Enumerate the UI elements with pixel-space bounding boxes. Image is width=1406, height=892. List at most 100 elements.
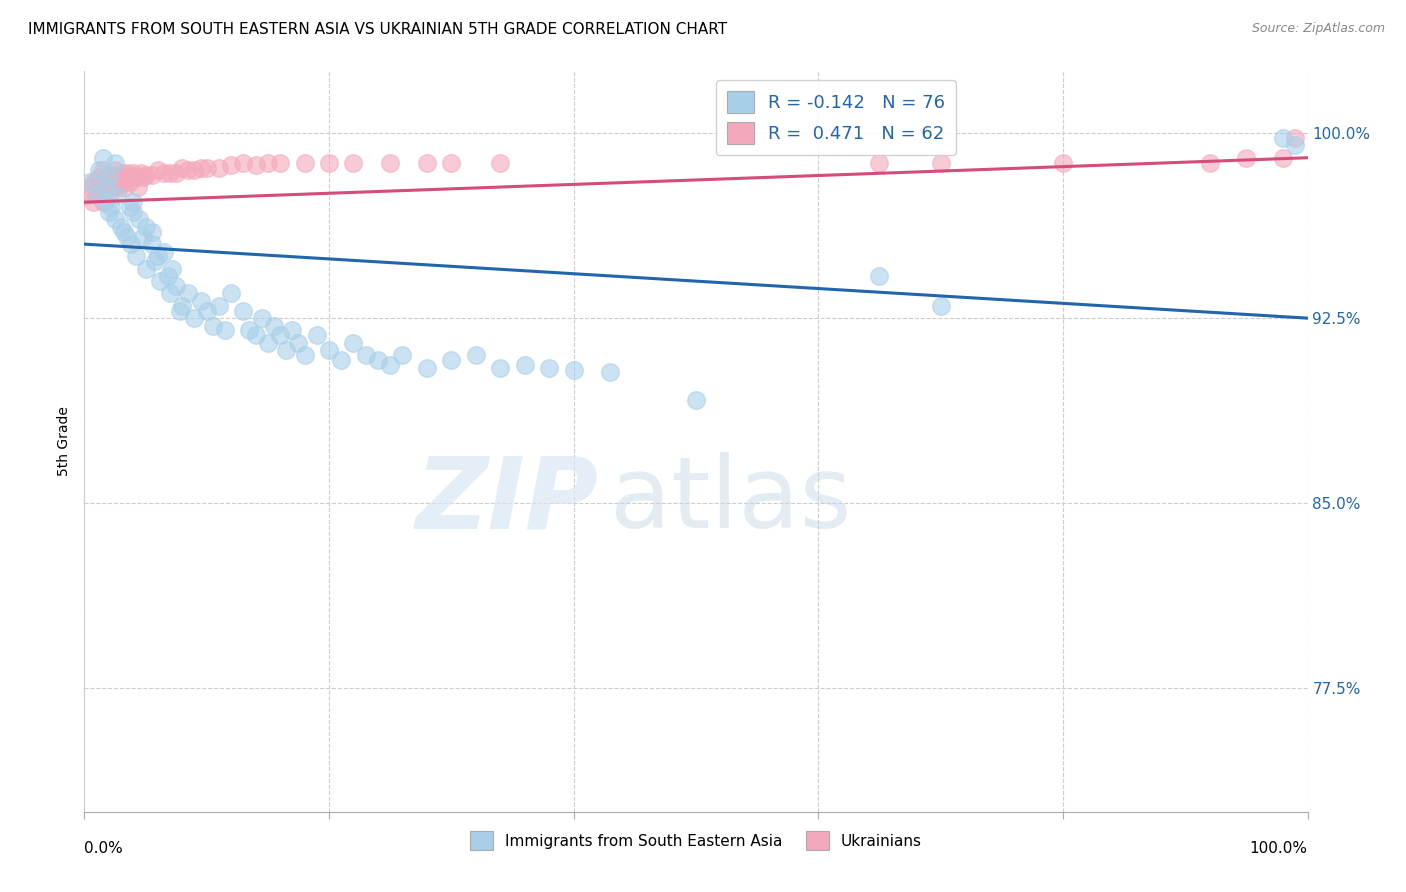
Point bbox=[219, 286, 242, 301]
Point bbox=[112, 170, 135, 185]
Point bbox=[122, 165, 145, 179]
Point bbox=[156, 269, 179, 284]
Point bbox=[232, 155, 254, 169]
Point bbox=[281, 323, 304, 337]
Point bbox=[114, 180, 136, 194]
Point bbox=[96, 180, 118, 194]
Point bbox=[287, 335, 309, 350]
Point bbox=[159, 286, 181, 301]
Point bbox=[219, 158, 242, 172]
Point bbox=[79, 175, 101, 189]
Text: atlas: atlas bbox=[610, 452, 852, 549]
Point bbox=[380, 155, 402, 169]
Point bbox=[149, 274, 172, 288]
Point bbox=[91, 163, 114, 178]
Point bbox=[250, 311, 273, 326]
Point bbox=[177, 163, 200, 178]
Point bbox=[440, 155, 463, 169]
Y-axis label: 5th Grade: 5th Grade bbox=[58, 407, 72, 476]
Point bbox=[86, 187, 108, 202]
Point bbox=[153, 244, 176, 259]
Point bbox=[86, 187, 108, 202]
Point bbox=[1236, 151, 1258, 165]
Point bbox=[276, 343, 298, 358]
Text: 0.0%: 0.0% bbox=[84, 841, 124, 856]
Point bbox=[190, 161, 212, 175]
Point bbox=[141, 237, 163, 252]
Point bbox=[91, 151, 114, 165]
Point bbox=[305, 328, 328, 343]
Point bbox=[1272, 131, 1295, 145]
Point bbox=[94, 195, 117, 210]
Point bbox=[162, 261, 184, 276]
Point bbox=[169, 303, 191, 318]
Point bbox=[201, 318, 224, 333]
Point bbox=[143, 254, 166, 268]
Point bbox=[538, 360, 561, 375]
Point bbox=[1284, 131, 1306, 145]
Point bbox=[1272, 151, 1295, 165]
Point bbox=[1198, 155, 1220, 169]
Point bbox=[89, 180, 111, 194]
Point bbox=[208, 161, 231, 175]
Point bbox=[129, 165, 152, 179]
Point bbox=[112, 225, 135, 239]
Point bbox=[245, 328, 267, 343]
Point bbox=[105, 187, 128, 202]
Point bbox=[97, 170, 120, 185]
Point bbox=[135, 219, 157, 234]
Point bbox=[132, 170, 155, 185]
Point bbox=[127, 180, 149, 194]
Point bbox=[238, 323, 260, 337]
Point bbox=[77, 187, 100, 202]
Point bbox=[128, 212, 150, 227]
Point bbox=[94, 175, 117, 189]
Point bbox=[416, 155, 439, 169]
Point bbox=[105, 170, 128, 185]
Point bbox=[489, 155, 512, 169]
Point bbox=[172, 299, 194, 313]
Point bbox=[153, 165, 176, 179]
Point bbox=[135, 168, 157, 182]
Point bbox=[257, 155, 280, 169]
Point bbox=[87, 163, 110, 178]
Point bbox=[97, 205, 120, 219]
Point bbox=[232, 303, 254, 318]
Point bbox=[115, 165, 138, 179]
Point bbox=[83, 175, 105, 189]
Point bbox=[172, 161, 194, 175]
Point bbox=[110, 175, 132, 189]
Text: IMMIGRANTS FROM SOUTH EASTERN ASIA VS UKRAINIAN 5TH GRADE CORRELATION CHART: IMMIGRANTS FROM SOUTH EASTERN ASIA VS UK… bbox=[28, 22, 727, 37]
Point bbox=[380, 358, 402, 372]
Point bbox=[104, 163, 127, 178]
Point bbox=[104, 212, 127, 227]
Point bbox=[104, 155, 127, 169]
Point bbox=[869, 269, 891, 284]
Point bbox=[929, 299, 952, 313]
Point bbox=[294, 155, 316, 169]
Point bbox=[120, 237, 142, 252]
Point bbox=[391, 348, 413, 362]
Point bbox=[135, 261, 157, 276]
Point bbox=[416, 360, 439, 375]
Point bbox=[97, 187, 120, 202]
Point bbox=[263, 318, 285, 333]
Point bbox=[120, 170, 142, 185]
Point bbox=[1052, 155, 1074, 169]
Point bbox=[122, 195, 145, 210]
Point bbox=[245, 158, 267, 172]
Text: 100.0%: 100.0% bbox=[1250, 841, 1308, 856]
Point bbox=[257, 335, 280, 350]
Point bbox=[125, 170, 148, 185]
Point bbox=[96, 180, 118, 194]
Point bbox=[146, 163, 169, 178]
Text: Source: ZipAtlas.com: Source: ZipAtlas.com bbox=[1251, 22, 1385, 36]
Point bbox=[100, 200, 122, 214]
Text: ZIP: ZIP bbox=[415, 452, 598, 549]
Point bbox=[269, 328, 291, 343]
Point bbox=[367, 353, 389, 368]
Point bbox=[330, 353, 353, 368]
Point bbox=[440, 353, 463, 368]
Point bbox=[82, 195, 104, 210]
Point bbox=[190, 293, 212, 308]
